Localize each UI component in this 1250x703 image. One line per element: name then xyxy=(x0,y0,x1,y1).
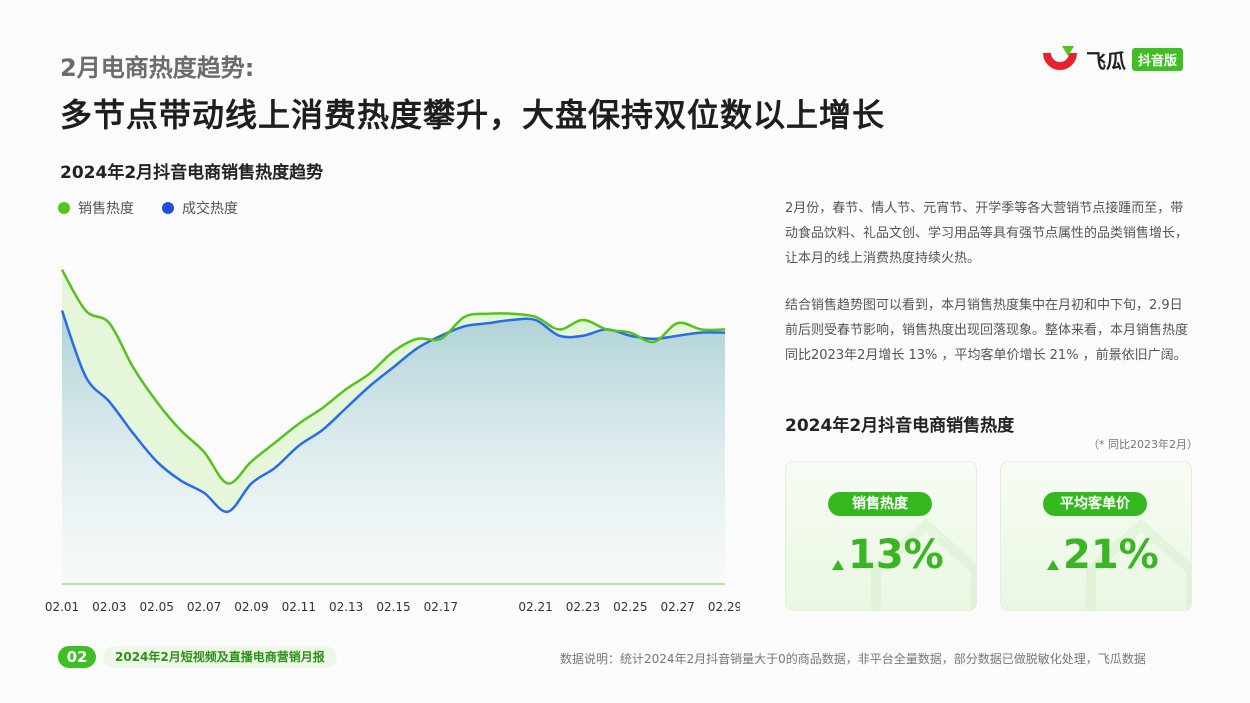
x-tick-label: 02.01 xyxy=(45,600,79,614)
stat-label: 平均客单价 xyxy=(1043,492,1147,516)
stats-title: 2024年2月抖音电商销售热度 xyxy=(785,416,1015,436)
legend-item-sales-heat: 销售热度 xyxy=(58,198,134,218)
legend-item-deal-heat: 成交热度 xyxy=(162,198,238,218)
x-tick-label: 02.27 xyxy=(660,600,694,614)
page-number-badge: 02 xyxy=(58,646,96,668)
legend-dot-blue xyxy=(162,202,174,214)
x-tick-label: 02.03 xyxy=(92,600,126,614)
legend-label: 销售热度 xyxy=(78,201,134,217)
x-tick-label: 02.05 xyxy=(140,600,174,614)
chart-title: 2024年2月抖音电商销售热度趋势 xyxy=(60,163,324,183)
logo-text: 飞瓜 xyxy=(1086,48,1126,73)
stats-note: （* 同比2023年2月） xyxy=(1088,438,1198,451)
stat-value: 21% xyxy=(1063,532,1159,578)
x-tick-label: 02.23 xyxy=(566,600,600,614)
stat-card-avg-price: 平均客单价 21% xyxy=(1000,461,1192,611)
stat-label: 销售热度 xyxy=(828,492,932,516)
report-name-tag: 2024年2月短视频及直播电商营销月报 xyxy=(103,646,337,668)
deal-heat-area xyxy=(62,310,725,584)
description-paragraph-2: 结合销售趋势图可以看到，本月销售热度集中在月初和中下旬，2.9日前后则受春节影响… xyxy=(785,298,1189,363)
trend-line-chart: 02.01 02.03 02.05 02.07 02.09 02.11 02.13 02.15… xyxy=(45,269,740,614)
section-subtitle: 2月电商热度趋势: xyxy=(60,54,255,82)
house-decoration-icon xyxy=(871,518,976,610)
stat-card-sales-heat: 销售热度 13% xyxy=(785,461,977,611)
up-triangle-icon xyxy=(832,560,844,570)
up-triangle-icon xyxy=(1047,560,1059,570)
x-tick-label: 02.17 xyxy=(424,600,458,614)
x-tick-label: 02.21 xyxy=(518,600,552,614)
logo: 飞瓜 抖音版 xyxy=(1040,44,1184,74)
x-tick-label: 02.09 xyxy=(234,600,268,614)
description-block: 2月份，春节、情人节、元宵节、开学季等各大营销节点接踵而至，带动食品饮料、礼品文… xyxy=(785,196,1195,390)
x-tick-label: 02.15 xyxy=(376,600,410,614)
x-tick-label: 02.11 xyxy=(282,600,316,614)
logo-badge: 抖音版 xyxy=(1132,47,1184,71)
x-tick-label: 02.25 xyxy=(613,600,647,614)
legend-dot-green xyxy=(58,202,70,214)
feigua-logo-icon xyxy=(1043,46,1077,70)
description-paragraph-1: 2月份，春节、情人节、元宵节、开学季等各大营销节点接踵而至，带动食品饮料、礼品文… xyxy=(785,201,1189,266)
data-source-note: 数据说明：统计2024年2月抖音销量大于0的商品数据，非平台全量数据，部分数据已… xyxy=(560,652,1146,666)
page-headline: 多节点带动线上消费热度攀升，大盘保持双位数以上增长 xyxy=(60,96,886,134)
x-tick-label: 02.13 xyxy=(329,600,363,614)
stat-value: 13% xyxy=(848,532,944,578)
house-decoration-icon xyxy=(1086,518,1191,610)
x-tick-label: 02.29 xyxy=(708,600,740,614)
x-tick-label: 02.07 xyxy=(187,600,221,614)
legend-label: 成交热度 xyxy=(182,201,238,217)
